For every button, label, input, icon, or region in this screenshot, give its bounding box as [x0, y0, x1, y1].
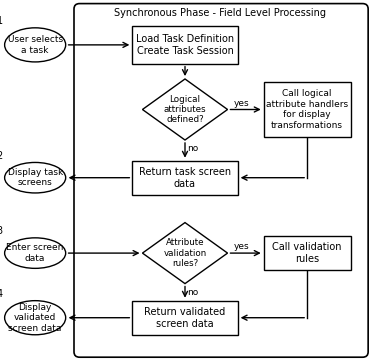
Text: no: no — [188, 288, 199, 297]
Text: Load Task Definition
Create Task Session: Load Task Definition Create Task Session — [136, 34, 234, 56]
Text: Return task screen
data: Return task screen data — [139, 167, 231, 188]
FancyBboxPatch shape — [132, 26, 238, 64]
Text: yes: yes — [234, 242, 249, 251]
Polygon shape — [142, 79, 228, 140]
FancyBboxPatch shape — [263, 82, 351, 137]
Text: Logical
attributes
defined?: Logical attributes defined? — [164, 94, 206, 125]
Text: 2: 2 — [0, 151, 3, 161]
FancyBboxPatch shape — [74, 4, 368, 357]
Text: Attribute
validation
rules?: Attribute validation rules? — [164, 238, 206, 268]
Text: Display
validated
screen data: Display validated screen data — [9, 303, 62, 333]
Ellipse shape — [4, 238, 66, 269]
Ellipse shape — [4, 162, 66, 193]
Text: 1: 1 — [0, 16, 3, 26]
Text: User selects
a task: User selects a task — [8, 35, 63, 55]
Ellipse shape — [4, 301, 66, 335]
Text: Enter screen
data: Enter screen data — [6, 243, 64, 263]
Text: Call logical
attribute handlers
for display
transformations: Call logical attribute handlers for disp… — [266, 89, 348, 130]
Text: Display task
screens: Display task screens — [7, 168, 63, 187]
FancyBboxPatch shape — [132, 301, 238, 335]
Ellipse shape — [4, 28, 66, 62]
Text: 4: 4 — [0, 289, 3, 299]
Text: yes: yes — [234, 98, 249, 108]
Text: Return validated
screen data: Return validated screen data — [144, 307, 226, 328]
FancyBboxPatch shape — [263, 236, 351, 270]
FancyBboxPatch shape — [132, 161, 238, 195]
Text: Call validation
rules: Call validation rules — [272, 242, 342, 264]
Text: no: no — [188, 144, 199, 154]
Text: 3: 3 — [0, 226, 3, 236]
Polygon shape — [142, 223, 228, 284]
Text: Synchronous Phase - Field Level Processing: Synchronous Phase - Field Level Processi… — [114, 8, 326, 18]
